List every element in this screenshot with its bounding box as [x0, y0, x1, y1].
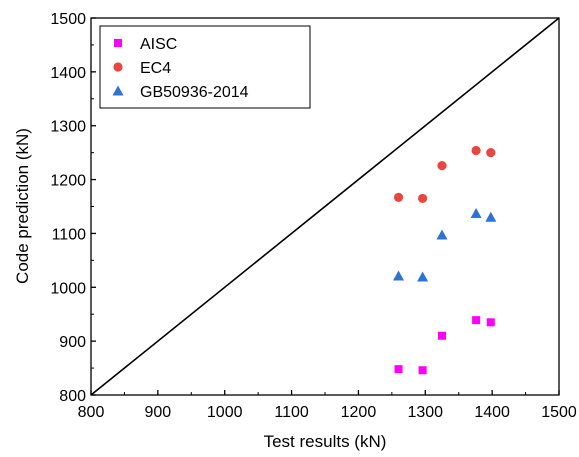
point-ec4-3 — [471, 145, 481, 156]
y-tick-label-1500: 1500 — [50, 11, 86, 28]
y-tick-label-1100: 1100 — [52, 226, 87, 243]
x-tick-label-1400: 1400 — [474, 404, 510, 421]
point-ec4-1 — [418, 193, 428, 204]
legend-label-aisc: AISC — [140, 36, 177, 53]
legend: AISC EC4 GB50936-2014 — [99, 25, 311, 109]
legend-label-gb50936-2014: GB50936-2014 — [140, 84, 249, 101]
point-ec4-2 — [437, 160, 447, 171]
legend-marker-aisc — [114, 39, 122, 47]
point-gb50936-2014-3 — [470, 208, 482, 219]
legend-marker-ec4 — [113, 62, 123, 72]
x-tick-label-1300: 1300 — [407, 404, 443, 421]
point-gb50936-2014-4 — [485, 211, 497, 222]
point-aisc-0 — [394, 365, 403, 374]
x-tick-label-1000: 1000 — [207, 404, 243, 421]
legend-box — [99, 25, 311, 109]
data-marks — [90, 17, 560, 396]
point-aisc-1 — [418, 366, 427, 375]
x-tick-label-900: 900 — [145, 404, 172, 421]
point-gb50936-2014-2 — [436, 229, 448, 240]
x-tick-label-1200: 1200 — [341, 404, 377, 421]
point-ec4-4 — [486, 148, 496, 158]
y-tick-label-1300: 1300 — [50, 119, 86, 136]
x-tick-label-800: 800 — [78, 404, 105, 421]
axes: 800 900 1000 1100 1200 1300 1400 1500 800 900 1000… — [50, 11, 576, 421]
y-axis-title: Code prediction (kN) — [13, 128, 32, 284]
point-aisc-3 — [472, 316, 481, 325]
point-gb50936-2014-0 — [393, 270, 405, 281]
y-tick-label-1400: 1400 — [50, 65, 86, 82]
reference-line-y-equals-x — [90, 17, 560, 396]
point-ec4-0 — [393, 192, 404, 202]
point-aisc-4 — [486, 318, 495, 327]
y-tick-label-900: 900 — [59, 334, 86, 351]
point-aisc-2 — [438, 331, 446, 340]
x-axis-title: Test results (kN) — [264, 432, 387, 451]
legend-label-ec4: EC4 — [140, 60, 171, 77]
y-tick-label-800: 800 — [59, 388, 86, 405]
point-gb50936-2014-1 — [417, 271, 429, 282]
legend-marker-gb50936-2014 — [112, 85, 124, 96]
y-tick-label-1000: 1000 — [50, 280, 86, 297]
x-tick-label-1500: 1500 — [541, 404, 577, 421]
y-tick-label-1200: 1200 — [50, 173, 86, 190]
x-tick-label-1100: 1100 — [274, 404, 309, 421]
